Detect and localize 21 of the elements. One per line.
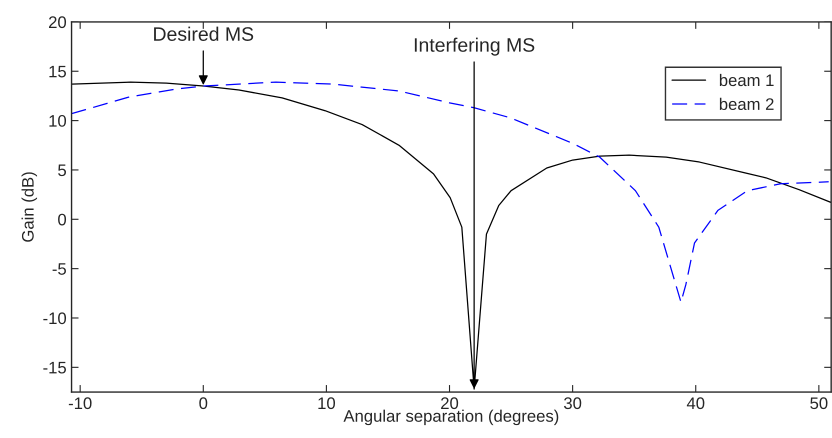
- x-axis-title: Angular separation (degrees): [343, 410, 558, 426]
- y-tick-label: 15: [49, 66, 66, 78]
- y-tick-label: 20: [48, 16, 66, 28]
- x-tick-label: 0: [199, 397, 208, 410]
- annotation: Desired MS: [154, 26, 254, 41]
- x-tick-label: -10: [68, 397, 92, 410]
- x-tick-label: 10: [318, 397, 336, 410]
- x-tick-label: 20: [441, 397, 458, 410]
- y-tick-label: 10: [49, 114, 66, 127]
- x-tick-label: 50: [810, 397, 828, 410]
- x-tick-label: 40: [686, 397, 704, 410]
- legend-label: beam 2: [720, 98, 774, 110]
- legend-label: beam 1: [720, 74, 774, 86]
- y-tick-label: -15: [43, 362, 66, 374]
- y-tick-label: 5: [58, 164, 66, 176]
- y-tick-label: -10: [43, 312, 66, 324]
- x-tick-label: 30: [564, 397, 582, 410]
- y-tick-label: -5: [52, 263, 66, 275]
- y-axis-title: Gain (dB): [22, 172, 38, 242]
- y-tick-label: 0: [58, 214, 66, 226]
- annotation: Interfering MS: [414, 38, 534, 56]
